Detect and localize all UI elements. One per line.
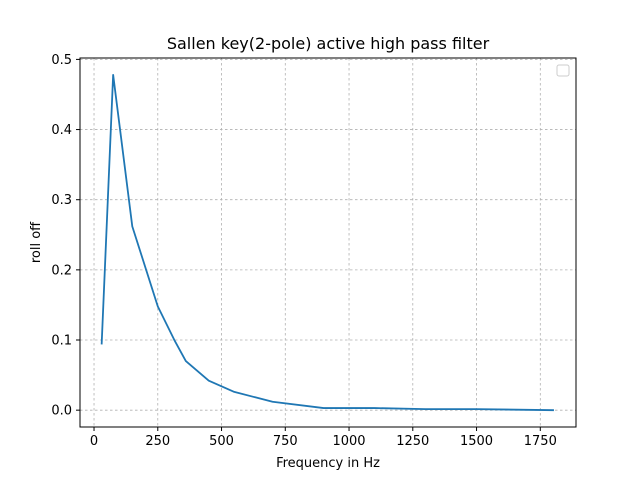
legend-box: [556, 64, 570, 77]
y-tick-label: 0.0: [51, 404, 72, 419]
x-tick-label: 1500: [460, 434, 493, 449]
x-tick-label: 1000: [332, 434, 365, 449]
x-tick-label: 750: [273, 434, 298, 449]
y-tick-label: 0.3: [51, 193, 72, 208]
x-tick-label: 0: [90, 434, 98, 449]
y-axis-label: roll off: [29, 221, 44, 263]
x-tick-label: 1750: [524, 434, 557, 449]
chart-title: Sallen key(2-pole) active high pass filt…: [167, 34, 490, 53]
x-axis: 0 250 500 750 1000 1250 1500 1750: [90, 427, 557, 449]
x-tick-label: 500: [209, 434, 234, 449]
series-line: [100, 73, 554, 412]
x-tick-label: 1250: [396, 434, 429, 449]
x-tick-label: 250: [145, 434, 170, 449]
y-tick-label: 0.1: [51, 334, 72, 349]
y-tick-label: 0.2: [51, 263, 72, 278]
y-tick-label: 0.4: [51, 123, 72, 138]
grid: [80, 58, 576, 427]
x-axis-label: Frequency in Hz: [276, 456, 380, 471]
y-tick-label: 0.5: [51, 53, 72, 68]
series-layer: [100, 73, 554, 412]
y-axis: 0.0 0.1 0.2 0.3 0.4 0.5: [51, 53, 80, 419]
plot-area-frame: [79, 57, 577, 428]
